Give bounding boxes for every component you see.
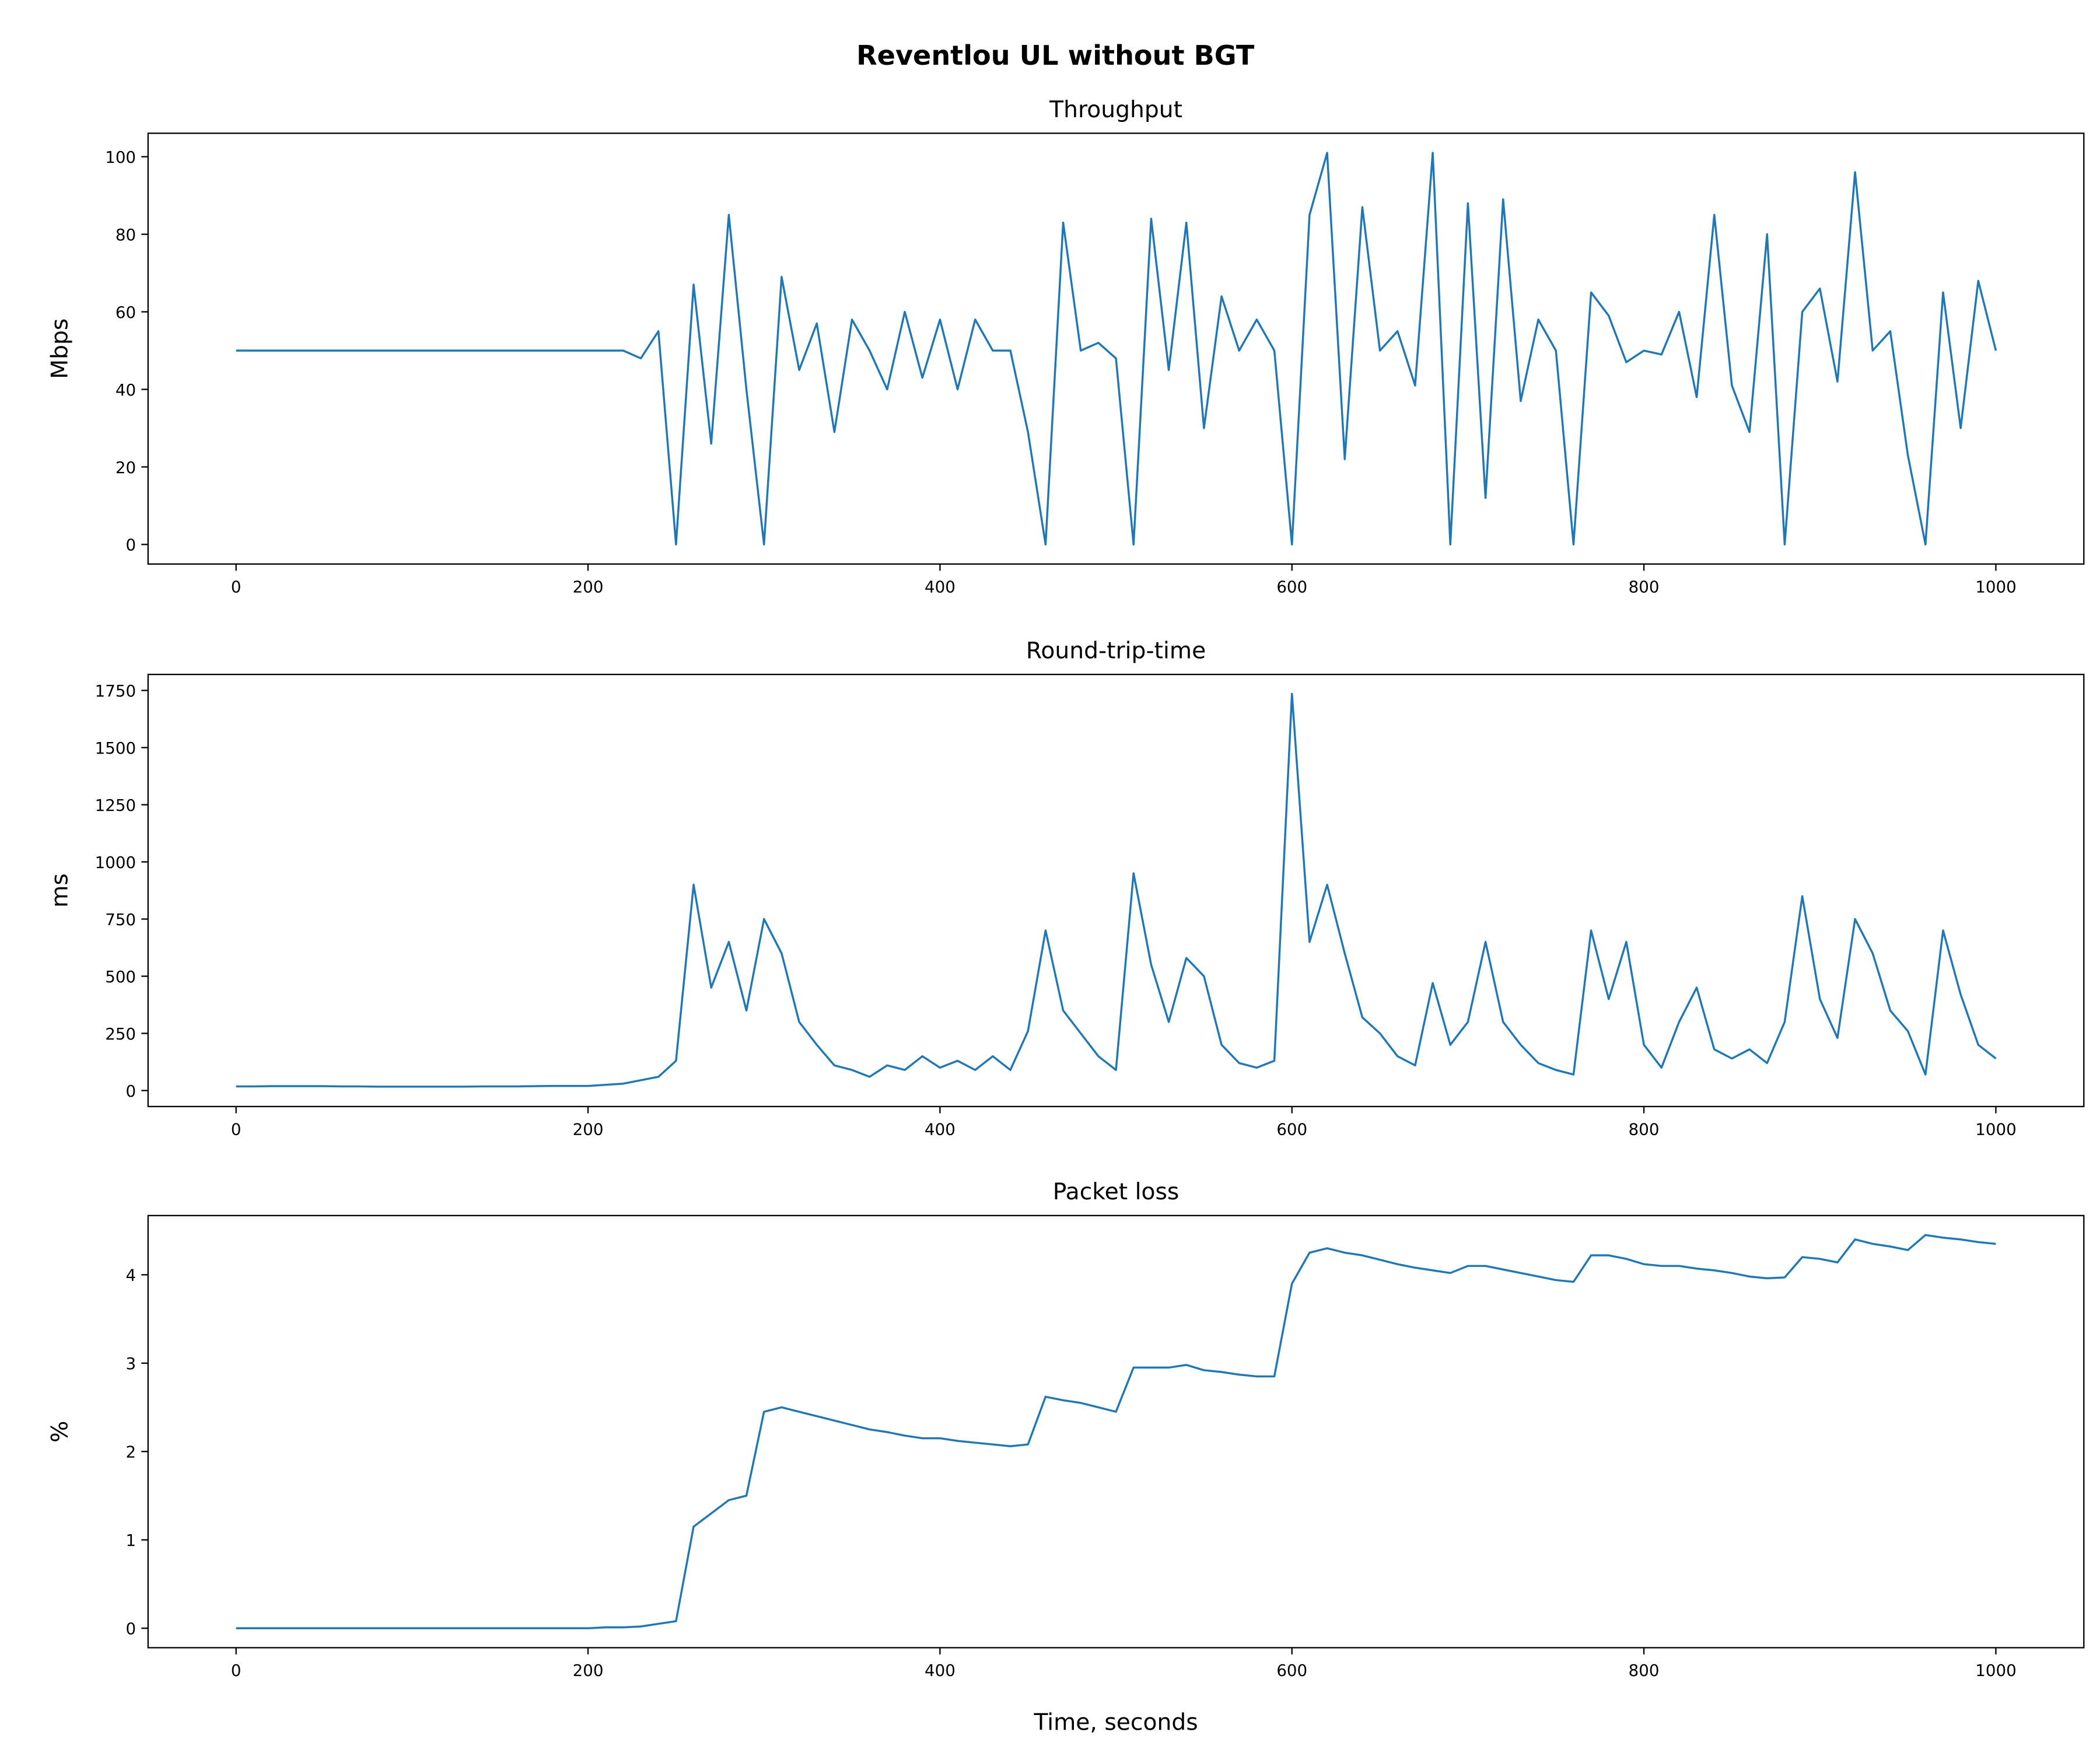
y-tick-label: 500 — [105, 967, 136, 986]
y-tick-label: 1500 — [95, 738, 136, 758]
y-axis-label: Mbps — [47, 318, 73, 379]
y-tick-label: 1 — [125, 1531, 136, 1550]
y-tick-label: 20 — [116, 458, 136, 477]
y-tick-label: 3 — [125, 1354, 136, 1373]
y-tick-label: 4 — [125, 1266, 136, 1285]
y-axis-label: % — [47, 1421, 73, 1443]
panel-title: Round-trip-time — [1026, 638, 1206, 664]
panel-title: Throughput — [1049, 97, 1182, 123]
plot-frame — [147, 674, 2085, 1108]
y-axis-label: ms — [47, 873, 73, 908]
y-tick-label: 0 — [125, 1082, 136, 1101]
x-tick-label: 400 — [925, 1119, 956, 1139]
y-tick-label: 0 — [125, 1619, 136, 1639]
plot-frame — [147, 132, 2085, 565]
x-tick-label: 600 — [1276, 577, 1307, 596]
data-line — [236, 152, 1997, 546]
y-tick-label: 1750 — [95, 681, 136, 701]
y-tick-label: 250 — [105, 1024, 136, 1044]
y-tick-label: 1000 — [95, 853, 136, 872]
x-tick-label: 0 — [231, 1661, 242, 1680]
x-tick-label: 0 — [231, 577, 242, 596]
plot-frame — [147, 1214, 2085, 1648]
x-tick-label: 600 — [1276, 1661, 1307, 1680]
x-tick-label: 800 — [1629, 1119, 1660, 1139]
x-tick-label: 1000 — [1975, 577, 2016, 596]
figure-title: Reventlou UL without BGT — [856, 40, 1255, 71]
x-tick-label: 400 — [925, 577, 956, 596]
y-tick-label: 40 — [116, 380, 136, 400]
data-line — [236, 692, 1997, 1088]
x-tick-label: 800 — [1629, 1661, 1660, 1680]
x-tick-label: 800 — [1629, 577, 1660, 596]
y-tick-label: 0 — [125, 536, 136, 555]
y-tick-label: 2 — [125, 1443, 136, 1462]
y-tick-label: 60 — [116, 303, 136, 322]
x-tick-label: 200 — [573, 577, 604, 596]
x-tick-label: 600 — [1276, 1119, 1307, 1139]
x-tick-label: 1000 — [1975, 1119, 2016, 1139]
x-tick-label: 0 — [231, 1119, 242, 1139]
panel-title: Packet loss — [1053, 1179, 1180, 1205]
x-tick-label: 200 — [573, 1661, 604, 1680]
y-tick-label: 1250 — [95, 796, 136, 815]
x-tick-label: 400 — [925, 1661, 956, 1680]
x-axis-label: Time, seconds — [1033, 1709, 1198, 1735]
y-tick-label: 80 — [116, 225, 136, 244]
x-tick-label: 1000 — [1975, 1661, 2016, 1680]
data-line — [236, 1234, 1996, 1630]
y-tick-label: 750 — [105, 910, 136, 929]
y-tick-label: 100 — [105, 148, 136, 167]
x-tick-label: 200 — [573, 1119, 604, 1139]
